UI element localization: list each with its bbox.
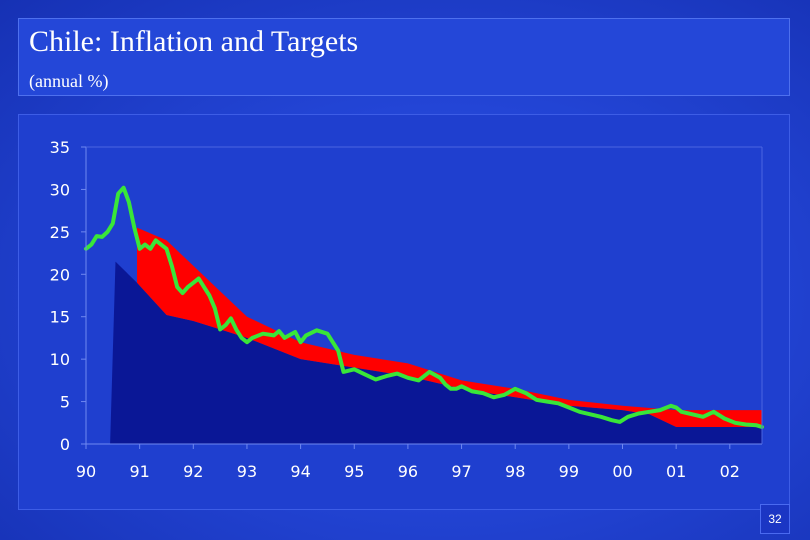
x-tick-label: 94: [290, 462, 310, 481]
x-tick-label: 92: [183, 462, 203, 481]
x-tick-label: 91: [129, 462, 149, 481]
y-tick-label: 0: [60, 435, 70, 454]
y-tick-label: 15: [50, 308, 70, 327]
y-tick-label: 10: [50, 350, 70, 369]
y-tick-label: 20: [50, 265, 70, 284]
y-tick-label: 30: [50, 180, 70, 199]
axis-layer: 0 5 10 15 20 25 30 35 90 91 92 93 94 95 96 97 98 99 00 01 02: [50, 138, 763, 481]
x-tick-label: 96: [398, 462, 418, 481]
chart-title: Chile: Inflation and Targets: [29, 25, 359, 58]
x-tick-label: 01: [666, 462, 686, 481]
x-tick-label: 95: [344, 462, 364, 481]
x-tick-label: 98: [505, 462, 525, 481]
y-tick-label: 35: [50, 138, 70, 157]
x-tick-label: 02: [720, 462, 740, 481]
target-band: [137, 227, 762, 427]
x-tick-label: 93: [237, 462, 257, 481]
x-tick-label: 99: [559, 462, 579, 481]
chart-subtitle: (annual %): [29, 71, 109, 91]
target-floor-area: [110, 261, 763, 444]
y-tick-label: 5: [60, 393, 70, 412]
y-tick-label: 25: [50, 223, 70, 242]
title-box: Chile: Inflation and Targets (annual %): [18, 18, 790, 96]
x-tick-label: 97: [451, 462, 471, 481]
x-tick-label: 00: [612, 462, 632, 481]
inflation-line: [84, 185, 764, 429]
plot-layer: [84, 185, 764, 444]
x-tick-label: 90: [76, 462, 96, 481]
page-number: 32: [760, 504, 790, 534]
